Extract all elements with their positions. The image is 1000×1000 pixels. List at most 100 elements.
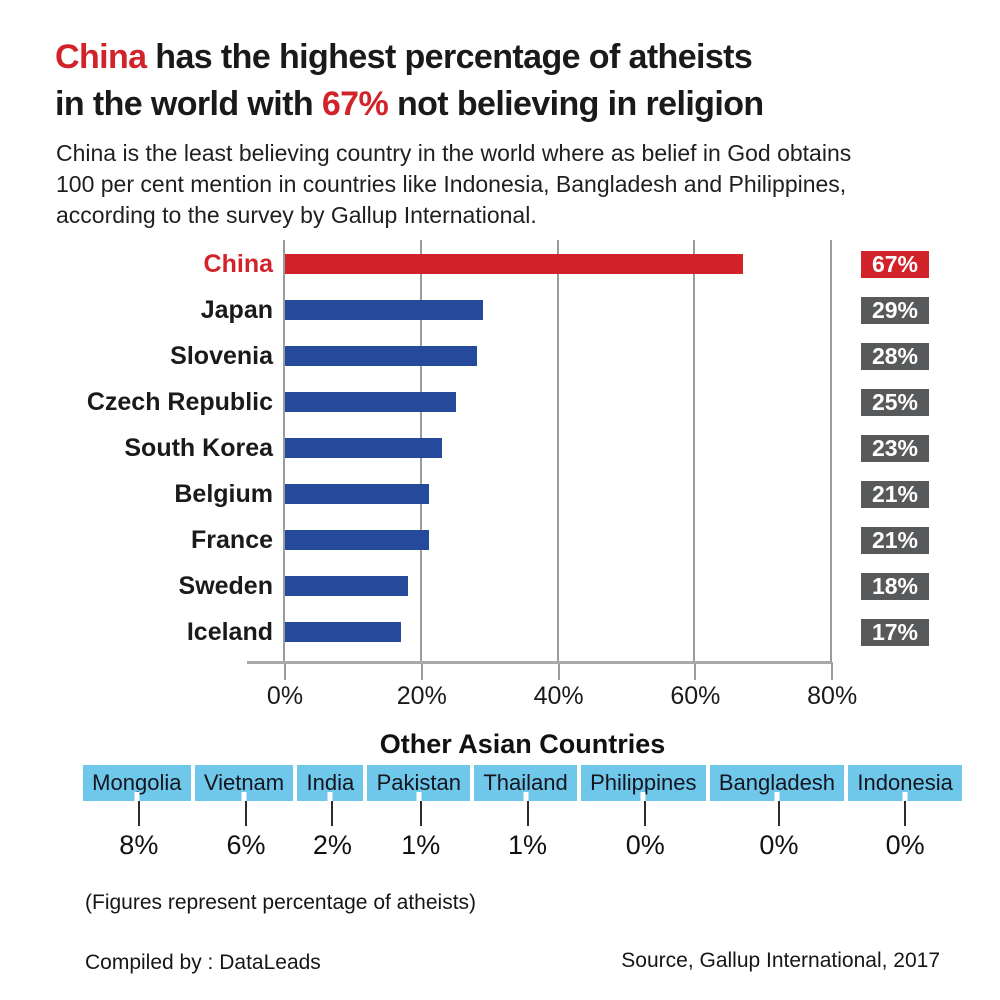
band-tick-icon xyxy=(774,792,780,801)
gridline-0- xyxy=(283,240,285,663)
axis-tick-20- xyxy=(420,662,423,680)
bar-sweden xyxy=(285,576,409,596)
headline-highlight-percent: 67% xyxy=(321,85,389,123)
bar-label-south-korea: South Korea xyxy=(124,434,273,462)
band-connector xyxy=(848,801,962,826)
value-badge-china: 67% xyxy=(861,251,929,278)
band-cell-india: India xyxy=(297,765,368,801)
band-connector-line xyxy=(137,801,140,826)
band-connector xyxy=(195,801,298,826)
headline-highlight-country: China xyxy=(55,38,147,76)
subtitle-line2: 100 per cent mention in countries like I… xyxy=(56,171,847,197)
subtitle-line1: China is the least believing country in … xyxy=(56,140,852,166)
band-connector xyxy=(474,801,581,826)
axis-tick-60- xyxy=(694,662,697,680)
bar-label-belgium: Belgium xyxy=(174,480,273,508)
band-value-indonesia: 0% xyxy=(885,830,925,860)
bar-japan xyxy=(285,300,484,320)
bar-slovenia xyxy=(285,346,477,366)
band-column-thailand: Thailand 1% xyxy=(474,765,581,861)
band-connector xyxy=(83,801,195,826)
band-cell-mongolia: Mongolia xyxy=(83,765,195,801)
value-badge-slovenia: 28% xyxy=(861,343,929,370)
footnote: (Figures represent percentage of atheist… xyxy=(85,891,477,914)
band-value-thailand: 1% xyxy=(508,830,548,860)
band-tick-icon xyxy=(327,792,333,801)
band-connector-line xyxy=(777,801,780,826)
value-badge-sweden: 18% xyxy=(861,573,929,600)
headline-line2: in the world with 67% not believing in r… xyxy=(55,85,764,124)
band-column-mongolia: Mongolia 8% xyxy=(83,765,195,861)
band-cell-thailand: Thailand xyxy=(474,765,581,801)
band-cell-pakistan: Pakistan xyxy=(367,765,475,801)
headline-line2-post: not believing in religion xyxy=(388,85,764,123)
axis-tick-0- xyxy=(284,662,286,680)
axis-tick-80- xyxy=(831,662,834,680)
subtitle: China is the least believing country in … xyxy=(56,138,851,231)
x-tick-label-20-: 20% xyxy=(396,682,447,710)
band-connector xyxy=(297,801,367,826)
value-badge-czech-republic: 25% xyxy=(861,389,929,416)
band-connector-line xyxy=(644,801,647,826)
x-tick-label-60-: 60% xyxy=(670,682,721,710)
value-badge-iceland: 17% xyxy=(861,619,929,646)
source: Source, Gallup International, 2017 xyxy=(621,949,940,972)
x-axis-line xyxy=(247,661,831,664)
bar-label-china: China xyxy=(203,250,273,278)
x-tick-label-0-: 0% xyxy=(266,682,304,710)
band-value-bangladesh: 0% xyxy=(759,830,799,860)
band-cell-philippines: Philippines xyxy=(580,765,710,801)
bar-label-japan: Japan xyxy=(200,296,273,324)
band-column-india: India 2% xyxy=(297,765,368,861)
band-connector-line xyxy=(419,801,422,826)
headline-line1-rest: has the highest percentage of atheists xyxy=(146,38,753,76)
band-column-pakistan: Pakistan 1% xyxy=(367,765,475,861)
subtitle-line3: according to the survey by Gallup Intern… xyxy=(56,202,537,228)
value-badge-south-korea: 23% xyxy=(861,435,929,462)
band-connector xyxy=(581,801,710,826)
bar-belgium xyxy=(285,484,429,504)
band-cell-bangladesh: Bangladesh xyxy=(709,765,849,801)
band-cell-indonesia: Indonesia xyxy=(848,765,963,801)
bar-label-iceland: Iceland xyxy=(186,618,273,646)
bar-label-czech-republic: Czech Republic xyxy=(86,388,273,416)
band-tick-icon xyxy=(134,792,140,801)
band-tick-icon xyxy=(902,792,908,801)
band-connector-line xyxy=(331,801,334,826)
compiled-by: Compiled by : DataLeads xyxy=(85,951,321,974)
value-badge-france: 21% xyxy=(861,527,929,554)
other-asian-countries-title: Other Asian Countries xyxy=(379,729,666,759)
gridline-60- xyxy=(693,240,696,663)
bar-iceland xyxy=(285,622,402,642)
band-value-india: 2% xyxy=(312,830,352,860)
other-asian-countries-table: Mongolia 8% Vietnam 6% India 2% Pakistan 1% Thai… xyxy=(83,765,963,861)
headline-line2-pre: in the world with xyxy=(55,85,322,123)
band-tick-icon xyxy=(640,792,646,801)
bar-czech-republic xyxy=(285,392,456,412)
band-value-philippines: 0% xyxy=(625,830,665,860)
band-connector xyxy=(710,801,849,826)
band-column-philippines: Philippines 0% xyxy=(580,765,710,861)
band-column-vietnam: Vietnam 6% xyxy=(194,765,298,861)
band-tick-icon xyxy=(241,792,247,801)
bar-label-france: France xyxy=(191,526,273,554)
gridline-80- xyxy=(830,240,833,663)
band-column-indonesia: Indonesia 0% xyxy=(848,765,963,861)
band-connector-line xyxy=(526,801,529,826)
band-column-bangladesh: Bangladesh 0% xyxy=(709,765,849,861)
value-badge-japan: 29% xyxy=(861,297,929,324)
x-tick-label-80-: 80% xyxy=(807,682,858,710)
bar-label-sweden: Sweden xyxy=(178,572,273,600)
x-tick-label-40-: 40% xyxy=(533,682,584,710)
band-value-pakistan: 1% xyxy=(401,830,441,860)
band-connector xyxy=(367,801,474,826)
band-value-mongolia: 8% xyxy=(119,830,159,860)
bar-china xyxy=(285,254,744,274)
value-badge-belgium: 21% xyxy=(861,481,929,508)
band-tick-icon xyxy=(523,792,529,801)
band-cell-vietnam: Vietnam xyxy=(194,765,298,801)
bar-label-slovenia: Slovenia xyxy=(170,342,273,370)
bar-france xyxy=(285,530,429,550)
